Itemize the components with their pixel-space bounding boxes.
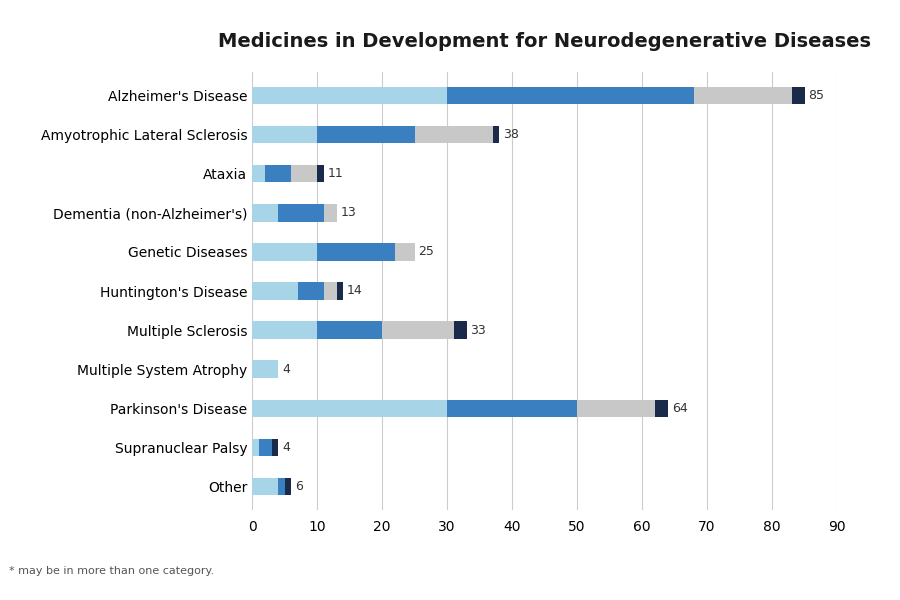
Bar [252, 478, 278, 496]
Bar [272, 439, 278, 456]
Bar [284, 478, 291, 496]
Bar [317, 322, 382, 339]
Bar [291, 165, 317, 182]
Bar [694, 86, 791, 104]
Bar [395, 243, 415, 260]
Bar [492, 126, 499, 143]
Bar [252, 243, 317, 260]
Text: 33: 33 [471, 323, 486, 337]
Text: 85: 85 [808, 89, 824, 102]
Bar [278, 204, 323, 221]
Bar [298, 282, 323, 300]
Bar [323, 282, 337, 300]
Bar [447, 400, 577, 417]
Text: 38: 38 [503, 128, 518, 141]
Bar [252, 282, 298, 300]
Bar [252, 165, 265, 182]
Bar [655, 400, 668, 417]
Bar [317, 165, 323, 182]
Bar [265, 165, 291, 182]
Text: 14: 14 [346, 284, 363, 298]
Bar [415, 126, 492, 143]
Bar [454, 322, 466, 339]
Bar [337, 282, 343, 300]
Bar [252, 126, 317, 143]
Text: * may be in more than one category.: * may be in more than one category. [9, 566, 214, 576]
Bar [323, 204, 337, 221]
Text: 4: 4 [282, 441, 290, 454]
Bar [447, 86, 694, 104]
Text: 11: 11 [328, 167, 343, 180]
Bar [252, 86, 447, 104]
Bar [317, 126, 415, 143]
Text: 25: 25 [418, 245, 435, 259]
Bar [382, 322, 454, 339]
Bar [278, 478, 284, 496]
Text: 6: 6 [295, 480, 302, 493]
Text: 13: 13 [340, 206, 356, 219]
Bar [252, 322, 317, 339]
Bar [258, 439, 272, 456]
Bar [252, 361, 278, 378]
Bar [791, 86, 805, 104]
Text: 4: 4 [282, 363, 290, 376]
Bar [317, 243, 395, 260]
Text: 64: 64 [672, 402, 688, 415]
Bar [252, 439, 258, 456]
Bar [252, 204, 278, 221]
Bar [577, 400, 655, 417]
Title: Medicines in Development for Neurodegenerative Diseases: Medicines in Development for Neurodegene… [218, 32, 871, 51]
Bar [252, 400, 447, 417]
